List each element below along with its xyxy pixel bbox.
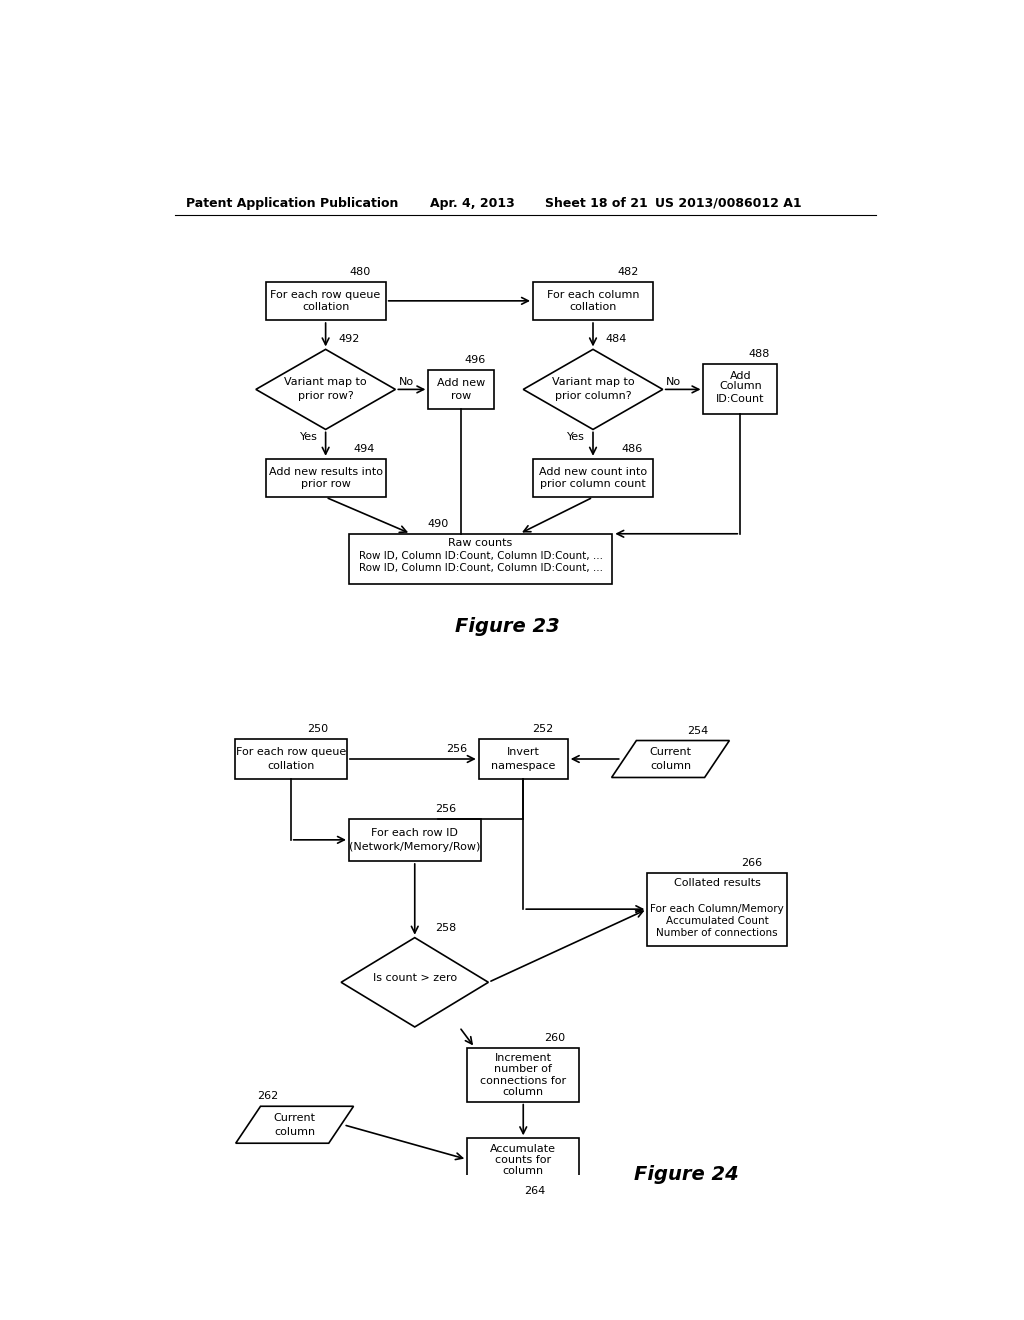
Text: 264: 264 [524, 1185, 546, 1196]
Text: Add new count into: Add new count into [539, 467, 647, 477]
Text: 262: 262 [257, 1092, 279, 1101]
Text: prior row?: prior row? [298, 391, 353, 400]
Text: For each column: For each column [547, 289, 639, 300]
Text: Variant map to: Variant map to [285, 376, 367, 387]
FancyBboxPatch shape [647, 873, 786, 945]
FancyBboxPatch shape [467, 1048, 580, 1102]
Text: 256: 256 [435, 804, 457, 813]
FancyBboxPatch shape [703, 364, 777, 414]
Text: prior row: prior row [301, 479, 350, 490]
Text: 254: 254 [687, 726, 709, 735]
Text: 486: 486 [622, 444, 642, 454]
Text: collation: collation [569, 302, 616, 312]
Text: 260: 260 [544, 1032, 565, 1043]
FancyBboxPatch shape [428, 370, 495, 409]
Text: Is count > zero: Is count > zero [373, 973, 457, 983]
Text: row: row [452, 391, 471, 400]
Text: prior column count: prior column count [540, 479, 646, 490]
Text: For each row queue: For each row queue [236, 747, 346, 758]
FancyBboxPatch shape [532, 281, 653, 321]
Polygon shape [256, 350, 395, 429]
Text: Add: Add [729, 371, 751, 380]
Text: Column: Column [719, 381, 762, 391]
Text: Patent Application Publication: Patent Application Publication [186, 197, 398, 210]
FancyBboxPatch shape [265, 281, 386, 321]
Text: Sheet 18 of 21: Sheet 18 of 21 [545, 197, 648, 210]
Text: For each Column/Memory: For each Column/Memory [650, 904, 784, 915]
Text: column: column [650, 760, 691, 771]
Text: For each row queue: For each row queue [270, 289, 381, 300]
Polygon shape [341, 937, 488, 1027]
Text: collation: collation [267, 760, 314, 771]
Text: 490: 490 [427, 519, 449, 529]
Text: Variant map to: Variant map to [552, 376, 634, 387]
Text: column: column [274, 1127, 315, 1137]
Polygon shape [611, 741, 729, 777]
Text: 256: 256 [446, 744, 468, 754]
Text: 252: 252 [532, 723, 553, 734]
Text: Raw counts: Raw counts [449, 539, 513, 548]
Text: counts for: counts for [496, 1155, 551, 1166]
Text: Row ID, Column ID:Count, Column ID:Count, ...: Row ID, Column ID:Count, Column ID:Count… [358, 550, 603, 561]
Text: Accumulated Count: Accumulated Count [666, 916, 768, 927]
Text: column: column [503, 1166, 544, 1176]
FancyBboxPatch shape [349, 533, 612, 583]
Text: For each row ID: For each row ID [372, 828, 458, 838]
Text: 492: 492 [338, 334, 359, 345]
Text: Figure 24: Figure 24 [634, 1166, 738, 1184]
Text: 482: 482 [617, 267, 639, 277]
Text: prior column?: prior column? [555, 391, 632, 400]
Text: ID:Count: ID:Count [716, 393, 765, 404]
Text: number of: number of [495, 1064, 552, 1073]
Text: Collated results: Collated results [674, 878, 761, 888]
Text: Row ID, Column ID:Count, Column ID:Count, ...: Row ID, Column ID:Count, Column ID:Count… [358, 564, 603, 573]
Text: 250: 250 [307, 723, 329, 734]
FancyBboxPatch shape [532, 459, 653, 498]
Text: 258: 258 [435, 923, 457, 933]
Text: Current: Current [649, 747, 691, 758]
FancyBboxPatch shape [467, 1138, 580, 1180]
FancyBboxPatch shape [349, 818, 480, 861]
Text: Number of connections: Number of connections [656, 928, 778, 939]
Text: column: column [503, 1086, 544, 1097]
Text: (Network/Memory/Row): (Network/Memory/Row) [349, 842, 480, 851]
Text: connections for: connections for [480, 1076, 566, 1086]
Text: Yes: Yes [300, 432, 317, 442]
Text: 494: 494 [353, 444, 375, 454]
Text: Apr. 4, 2013: Apr. 4, 2013 [430, 197, 515, 210]
Polygon shape [523, 350, 663, 429]
Text: Yes: Yes [567, 432, 585, 442]
Text: 480: 480 [350, 267, 371, 277]
Text: Current: Current [273, 1113, 315, 1123]
Text: No: No [398, 376, 414, 387]
Polygon shape [236, 1106, 353, 1143]
Text: Figure 23: Figure 23 [456, 616, 560, 636]
Text: US 2013/0086012 A1: US 2013/0086012 A1 [655, 197, 802, 210]
FancyBboxPatch shape [265, 459, 386, 498]
Text: collation: collation [302, 302, 349, 312]
Text: 484: 484 [605, 334, 627, 345]
Text: 266: 266 [741, 858, 763, 867]
Text: namespace: namespace [492, 760, 555, 771]
FancyBboxPatch shape [478, 739, 568, 779]
Text: 496: 496 [465, 355, 485, 366]
Text: Increment: Increment [495, 1053, 552, 1063]
FancyBboxPatch shape [234, 739, 347, 779]
Text: Add new: Add new [437, 379, 485, 388]
Text: Invert: Invert [507, 747, 540, 758]
Text: Accumulate: Accumulate [490, 1144, 556, 1155]
Text: Add new results into: Add new results into [268, 467, 383, 477]
Text: 488: 488 [749, 350, 770, 359]
Text: No: No [666, 376, 681, 387]
